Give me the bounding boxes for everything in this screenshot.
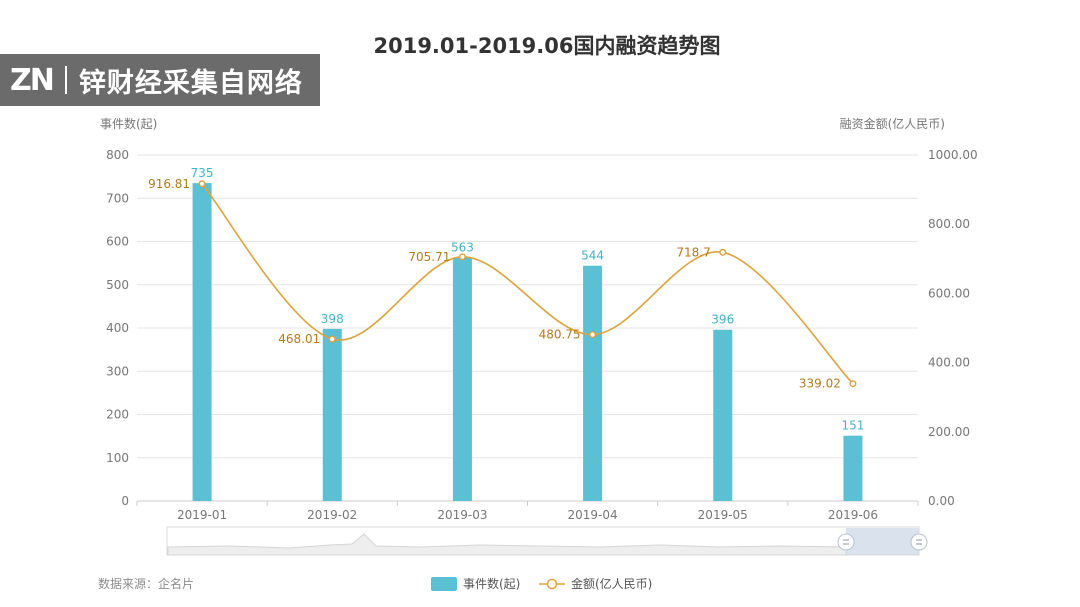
y-tick-label: 0 bbox=[121, 494, 129, 508]
legend[interactable]: 事件数(起) 金额(亿人民币) bbox=[431, 576, 652, 591]
x-tick-label: 2019-03 bbox=[437, 508, 487, 522]
watermark-divider bbox=[64, 66, 67, 94]
bar-value-label: 563 bbox=[451, 241, 474, 255]
bar-value-label: 735 bbox=[191, 166, 214, 180]
bar bbox=[322, 328, 342, 501]
legend-bar-swatch bbox=[431, 577, 457, 591]
data-labels: 735 398 563 544 396 151 916.81 468.01 705.71 480.… bbox=[148, 166, 864, 433]
y-tick-label: 200 bbox=[106, 408, 129, 422]
line-series bbox=[198, 180, 857, 388]
x-tick-label: 2019-04 bbox=[568, 508, 618, 522]
zoom-slider[interactable] bbox=[166, 526, 928, 556]
chart-title: 2019.01-2019.06国内融资趋势图 bbox=[373, 34, 720, 58]
bar bbox=[583, 265, 603, 501]
y2-tick-label: 1000.00 bbox=[928, 148, 978, 162]
y2-axis-label: 融资金额(亿人民币) bbox=[840, 116, 945, 131]
y2-tick-label: 800.00 bbox=[928, 217, 970, 231]
line-value-label: 339.02 bbox=[799, 377, 841, 391]
legend-label-events: 事件数(起) bbox=[463, 576, 520, 591]
zoom-handle-right[interactable] bbox=[910, 533, 928, 551]
line-point bbox=[458, 253, 466, 261]
line-point bbox=[328, 335, 336, 343]
y-tick-label: 600 bbox=[106, 235, 129, 249]
line-point bbox=[849, 380, 857, 388]
y-axis-ticks: 0 100 200 300 400 500 600 700 800 bbox=[106, 148, 129, 508]
watermark-logo: ZN bbox=[10, 62, 55, 98]
line-value-label: 468.01 bbox=[278, 332, 320, 346]
y2-tick-label: 200.00 bbox=[928, 425, 970, 439]
bar-series bbox=[192, 183, 863, 502]
x-tick-label: 2019-01 bbox=[177, 508, 227, 522]
bar bbox=[452, 257, 472, 501]
watermark-banner: ZN 锌财经采集自网络 bbox=[0, 54, 320, 106]
amount-line bbox=[201, 183, 854, 385]
gridlines bbox=[137, 154, 918, 502]
y2-tick-label: 0.00 bbox=[928, 494, 955, 508]
legend-label-amount: 金额(亿人民币) bbox=[571, 576, 652, 591]
bar-value-label: 151 bbox=[841, 419, 864, 433]
bar-value-label: 544 bbox=[581, 249, 604, 263]
y-tick-label: 400 bbox=[106, 321, 129, 335]
data-source-note: 数据来源：企名片 bbox=[98, 576, 194, 591]
bar bbox=[843, 435, 863, 501]
y2-tick-label: 600.00 bbox=[928, 286, 970, 300]
line-value-label: 916.81 bbox=[148, 177, 190, 191]
bar bbox=[713, 329, 733, 501]
legend-line-marker bbox=[546, 578, 558, 590]
watermark-text: 锌财经采集自网络 bbox=[78, 67, 303, 99]
y-tick-label: 500 bbox=[106, 278, 129, 292]
bar bbox=[192, 183, 212, 502]
x-tick-label: 2019-05 bbox=[698, 508, 748, 522]
y2-axis-ticks: 0.00 200.00 400.00 600.00 800.00 1000.00 bbox=[928, 148, 978, 508]
y-tick-label: 700 bbox=[106, 191, 129, 205]
x-tick-label: 2019-02 bbox=[307, 508, 357, 522]
line-value-label: 705.71 bbox=[408, 250, 450, 264]
zoom-slider-selection[interactable] bbox=[846, 528, 919, 555]
y-tick-label: 800 bbox=[106, 148, 129, 162]
line-point bbox=[589, 331, 597, 339]
legend-item-amount[interactable]: 金额(亿人民币) bbox=[539, 576, 652, 591]
legend-item-events[interactable]: 事件数(起) bbox=[431, 576, 520, 591]
y-tick-label: 300 bbox=[106, 364, 129, 378]
bar-value-label: 396 bbox=[711, 313, 734, 327]
y-axis-label: 事件数(起) bbox=[100, 116, 157, 131]
y2-tick-label: 400.00 bbox=[928, 356, 970, 370]
line-point bbox=[198, 180, 206, 188]
y-tick-label: 100 bbox=[106, 451, 129, 465]
zoom-handle-left[interactable] bbox=[837, 533, 855, 551]
line-value-label: 480.75 bbox=[539, 328, 581, 342]
x-tick-label: 2019-06 bbox=[828, 508, 878, 522]
line-point bbox=[719, 248, 727, 256]
bar-value-label: 398 bbox=[321, 312, 344, 326]
line-value-label: 718.7 bbox=[676, 245, 710, 259]
x-axis-ticks: 2019-01 2019-02 2019-03 2019-04 2019-05 2019-… bbox=[136, 501, 919, 522]
